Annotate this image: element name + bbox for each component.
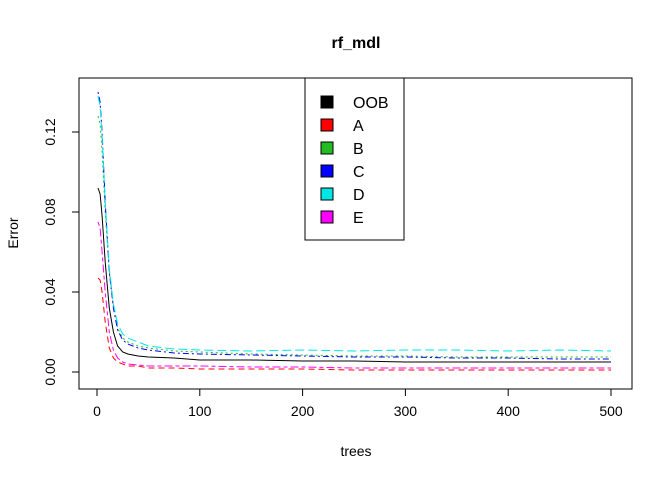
legend-label-a: A <box>353 118 364 135</box>
y-tick-label: 0.04 <box>42 278 58 305</box>
legend-swatch-a <box>320 118 334 132</box>
y-axis-label: Error <box>5 217 21 248</box>
y-tick-label: 0.08 <box>42 198 58 225</box>
y-tick-label: 0.00 <box>42 358 58 385</box>
y-axis: 0.00 0.04 0.08 0.12 <box>42 118 80 386</box>
x-axis: 0 100 200 300 400 500 <box>93 388 623 419</box>
legend-label-c: C <box>353 164 365 181</box>
legend-label-e: E <box>353 210 364 227</box>
series-line-e <box>97 221 611 369</box>
x-tick-label: 0 <box>93 403 101 419</box>
series-line-a <box>97 277 611 371</box>
x-tick-label: 500 <box>599 403 623 419</box>
x-tick-label: 200 <box>291 403 315 419</box>
legend-swatch-c <box>320 164 334 178</box>
legend-swatch-d <box>320 187 334 201</box>
legend-label-b: B <box>353 141 364 158</box>
x-axis-label: trees <box>340 443 371 459</box>
x-tick-label: 400 <box>497 403 521 419</box>
y-tick-label: 0.12 <box>42 118 58 145</box>
series-line-d <box>97 95 612 352</box>
legend-swatch-b <box>320 141 334 155</box>
series-layer <box>97 91 612 371</box>
chart-title: rf_mdl <box>332 35 381 52</box>
legend-label-oob: OOB <box>353 95 389 112</box>
legend-swatch-e <box>320 210 334 224</box>
legend-label-d: D <box>353 187 365 204</box>
x-tick-label: 100 <box>188 403 212 419</box>
legend-swatch-oob <box>320 95 334 109</box>
series-line-oob <box>97 187 611 363</box>
x-tick-label: 300 <box>394 403 418 419</box>
series-line-c <box>97 91 611 360</box>
